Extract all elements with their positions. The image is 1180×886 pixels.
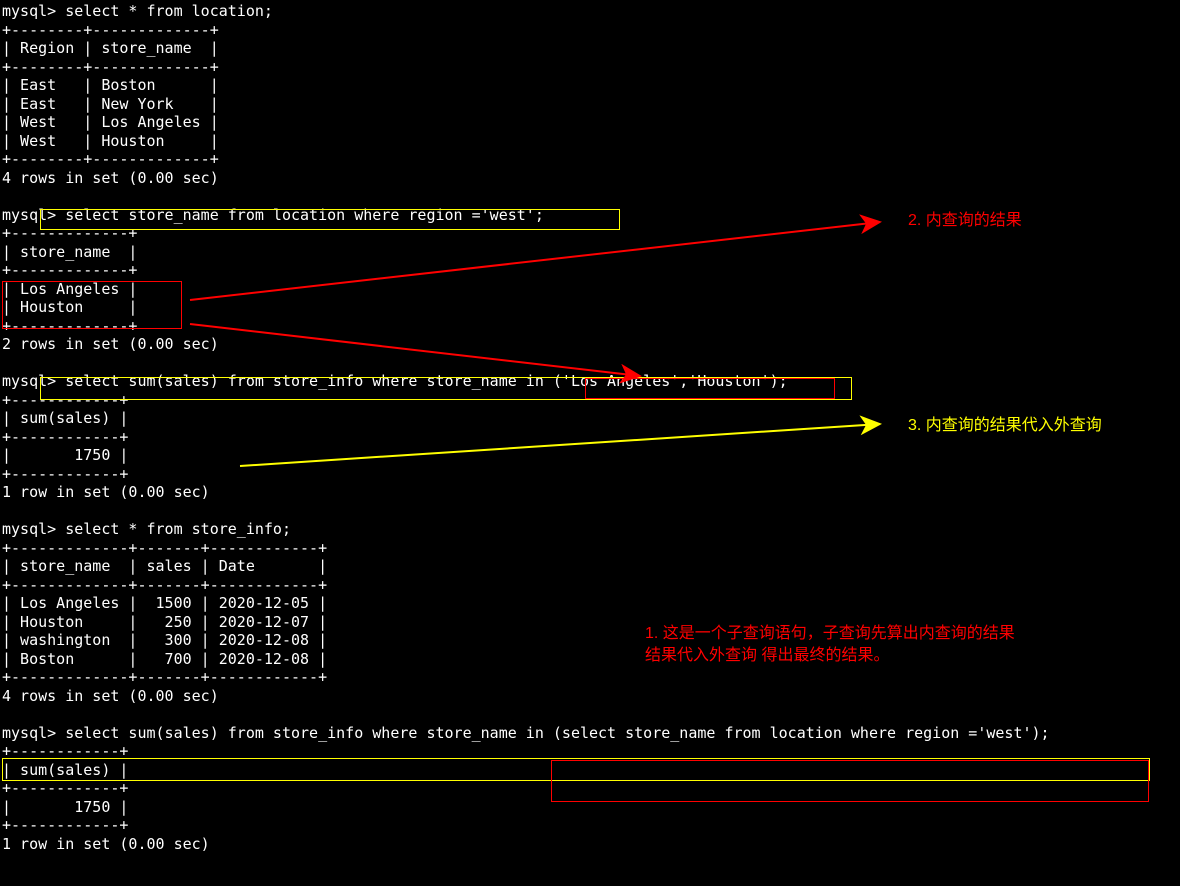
annotation-1-line1: 1. 这是一个子查询语句，子查询先算出内查询的结果: [645, 625, 1015, 642]
terminal-output: mysql> select * from location; +--------…: [2, 2, 1050, 853]
annotation-1: 1. 这是一个子查询语句，子查询先算出内查询的结果 结果代入外查询 得出最终的结…: [645, 623, 1015, 667]
annotation-2: 2. 内查询的结果: [908, 210, 1022, 232]
annotation-1-line2: 结果代入外查询 得出最终的结果。: [645, 647, 889, 664]
annotation-3: 3. 内查询的结果代入外查询: [908, 415, 1102, 437]
